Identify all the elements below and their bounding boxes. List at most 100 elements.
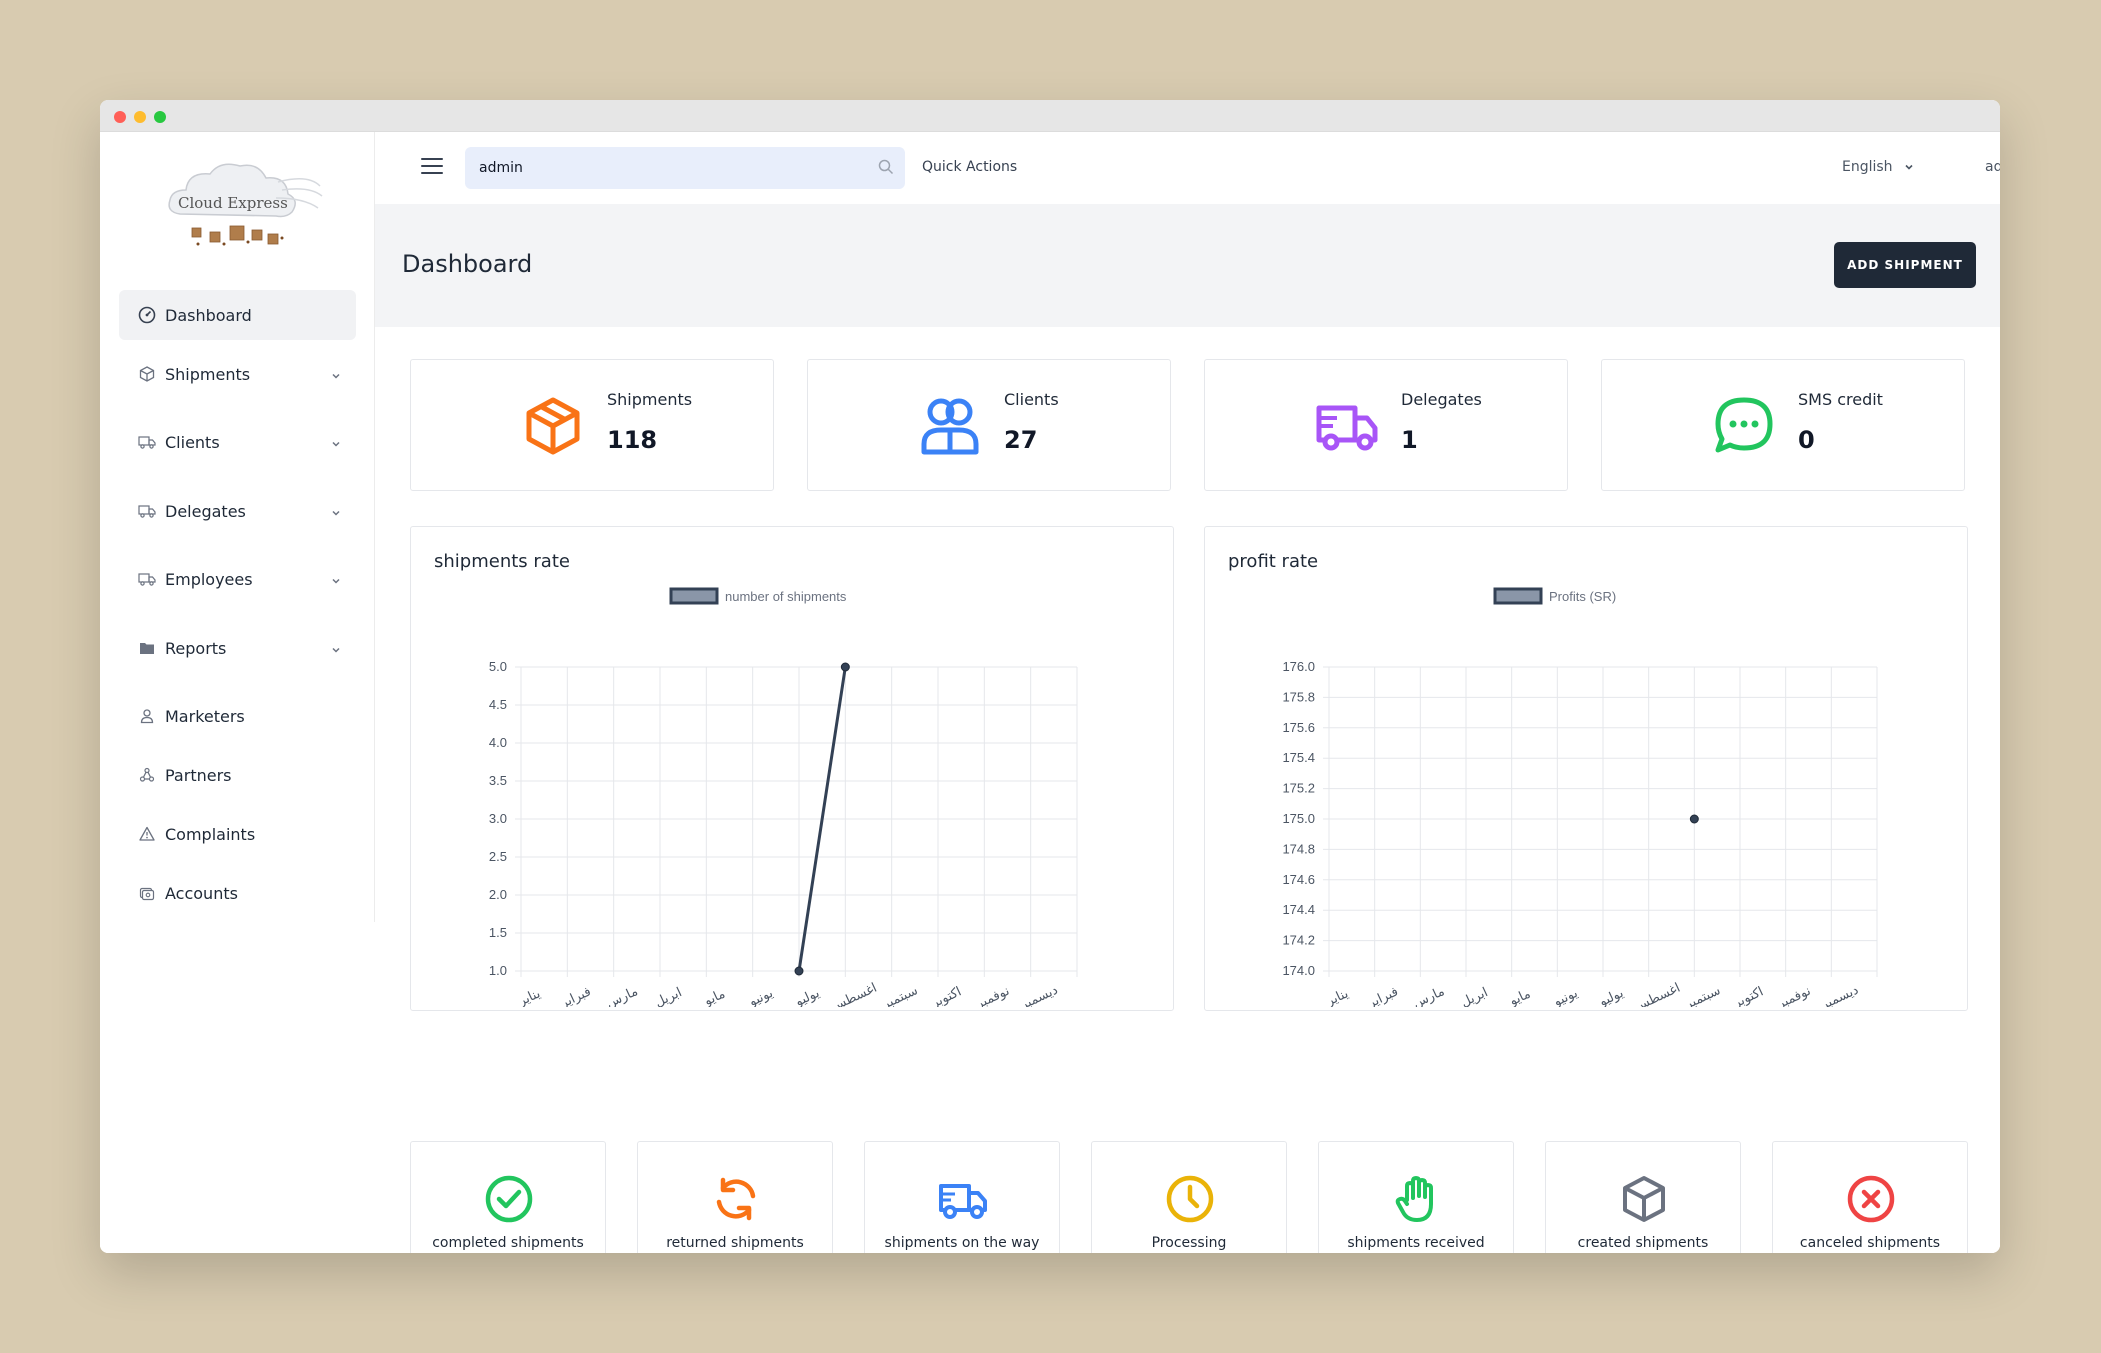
page-header: Dashboard ADD SHIPMENT (375, 204, 2000, 327)
sidebar-item-label: Clients (165, 432, 220, 452)
sidebar-item-label: Marketers (165, 706, 245, 726)
status-label: shipments on the way (884, 1235, 1040, 1251)
sidebar-item-marketers[interactable]: Marketers (119, 691, 356, 741)
sidebar-item-employees[interactable]: Employees (119, 554, 356, 604)
y-tick-label: 175.0 (1282, 811, 1315, 826)
minimize-window-button[interactable] (134, 111, 146, 123)
shipments-rate-chart-card: shipments rate number of shipments 1.0 1.5… (410, 526, 1174, 1011)
add-shipment-button[interactable]: ADD SHIPMENT (1834, 242, 1976, 288)
sidebar-item-label: Delegates (165, 501, 246, 521)
stat-card-sms-credit[interactable]: SMS credit 0 (1601, 359, 1965, 491)
sidebar-item-shipments[interactable]: Shipments (119, 349, 356, 399)
x-tick-label: سبتمبر (879, 983, 920, 1007)
truck-icon (137, 501, 157, 521)
data-point (794, 966, 804, 976)
x-tick-label: مارس (604, 984, 640, 1007)
close-window-button[interactable] (114, 111, 126, 123)
y-tick-label: 2.0 (489, 887, 507, 902)
stat-card-shipments[interactable]: Shipments 118 (410, 359, 774, 491)
data-point (840, 662, 850, 672)
truck-icon (939, 1184, 987, 1219)
sidebar-item-label: Employees (165, 569, 253, 589)
status-label: returned shipments (666, 1235, 804, 1251)
legend-label: number of shipments (725, 589, 847, 604)
dashboard-icon (137, 305, 157, 325)
y-tick-label: 174.8 (1282, 841, 1315, 856)
y-tick-label: 174.2 (1282, 933, 1315, 948)
truck-icon (137, 569, 157, 589)
status-label: completed shipments (432, 1235, 584, 1251)
box-icon (137, 364, 157, 384)
truck-icon (137, 432, 157, 452)
x-tick-label: نوفمبر (973, 984, 1012, 1007)
clock-icon (1166, 1175, 1214, 1223)
status-label: Processing (1151, 1235, 1227, 1251)
status-card-canceled[interactable]: canceled shipments 0 (1772, 1141, 1968, 1253)
warning-icon (137, 824, 157, 844)
maximize-window-button[interactable] (154, 111, 166, 123)
sidebar-item-label: Partners (165, 765, 232, 785)
x-tick-label: فبراير (1365, 984, 1401, 1007)
y-tick-label: 1.0 (489, 963, 507, 978)
status-card-completed[interactable]: completed shipments 6 (410, 1141, 606, 1253)
chart-title: shipments rate (434, 551, 570, 572)
stat-card-clients[interactable]: Clients 27 (807, 359, 1171, 491)
x-tick-label: اغسطس (1632, 981, 1683, 1007)
network-icon (137, 765, 157, 785)
sidebar: Cloud Express Dashboard Shipments Client… (100, 132, 374, 1253)
sidebar-item-delegates[interactable]: Delegates (119, 486, 356, 536)
sidebar-item-partners[interactable]: Partners (119, 750, 356, 800)
y-tick-label: 174.4 (1282, 902, 1315, 917)
status-label: created shipments (1577, 1235, 1709, 1251)
truck-icon (1316, 405, 1378, 451)
language-dropdown[interactable]: English (1842, 159, 1915, 175)
sidebar-item-label: Dashboard (165, 305, 252, 325)
x-tick-label: يوليو (792, 986, 822, 1007)
x-tick-label: سبتمبر (1682, 983, 1723, 1007)
profit-rate-chart-card: profit rate Profits (SR) 174.0 174.2 174.4 1… (1204, 526, 1968, 1011)
users-icon (137, 706, 157, 726)
sidebar-item-label: Reports (165, 638, 227, 658)
user-dropdown[interactable]: admin (1985, 159, 2000, 175)
status-card-on-the-way[interactable]: shipments on the way 0 (864, 1141, 1060, 1253)
x-tick-label: فبراير (557, 984, 593, 1007)
shipments-rate-chart: number of shipments 1.0 1.5 2.0 2.5 3.0 3.5 4.0… (489, 587, 1078, 1007)
x-tick-label: ديسمبر (1017, 983, 1060, 1007)
status-card-received[interactable]: shipments received 0 (1318, 1141, 1514, 1253)
sidebar-item-reports[interactable]: Reports (119, 623, 356, 673)
status-card-processing[interactable]: Processing 0 (1091, 1141, 1287, 1253)
x-tick-label: اغسطس (828, 981, 879, 1007)
chevron-down-icon (330, 367, 342, 386)
chart-legend: Profits (SR) (1493, 587, 1616, 605)
sidebar-item-label: Shipments (165, 364, 251, 384)
y-tick-label: 176.0 (1282, 659, 1315, 674)
x-tick-label: يناير (515, 986, 543, 1007)
chart-legend: number of shipments (669, 587, 847, 605)
profit-rate-chart: Profits (SR) 174.0 174.2 174.4 174.6 174.8 175… (1282, 587, 1878, 1007)
logo[interactable]: Cloud Express (158, 152, 328, 252)
status-card-returned[interactable]: returned shipments 0 (637, 1141, 833, 1253)
sidebar-item-label: Complaints (165, 824, 256, 844)
main-content: Dashboard ADD SHIPMENT Shipments 118 Cli… (375, 204, 2000, 1253)
accounts-icon (137, 883, 157, 903)
x-tick-label: ديسمبر (1818, 983, 1861, 1007)
sidebar-item-accounts[interactable]: Accounts (119, 868, 356, 918)
y-tick-label: 4.0 (489, 735, 507, 750)
status-card-created[interactable]: created shipments 112 (1545, 1141, 1741, 1253)
y-tick-label: 175.8 (1282, 689, 1315, 704)
stat-card-delegates[interactable]: Delegates 1 (1204, 359, 1568, 491)
chevron-down-icon (330, 641, 342, 660)
search-input[interactable] (465, 147, 905, 189)
y-tick-label: 175.6 (1282, 720, 1315, 735)
search-icon[interactable] (878, 159, 894, 179)
menu-toggle-button[interactable] (421, 158, 443, 176)
sidebar-item-dashboard[interactable]: Dashboard (119, 290, 356, 340)
legend-swatch (1493, 587, 1543, 605)
sidebar-item-clients[interactable]: Clients (119, 417, 356, 467)
sidebar-item-complaints[interactable]: Complaints (119, 809, 356, 859)
x-tick-label: يوليو (1596, 986, 1626, 1007)
quick-actions-link[interactable]: Quick Actions (922, 159, 1018, 175)
x-tick-label: اكتوبر (928, 984, 964, 1007)
chat-icon (1715, 397, 1773, 453)
y-tick-label: 2.5 (489, 849, 507, 864)
